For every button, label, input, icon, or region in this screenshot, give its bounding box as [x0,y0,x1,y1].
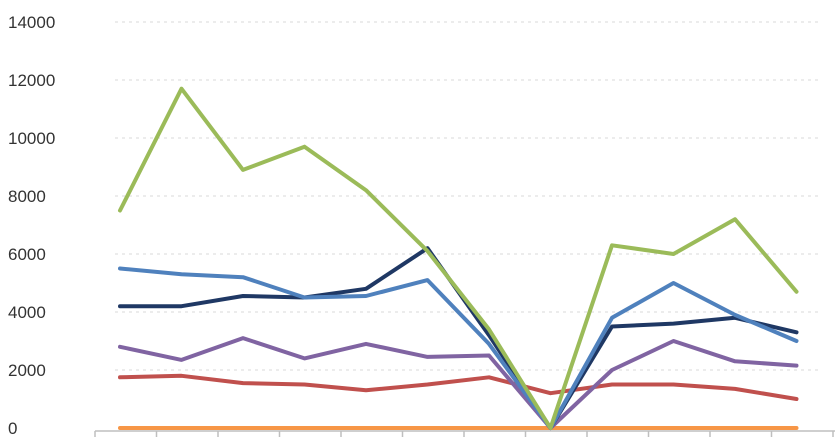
y-tick-label: 0 [8,419,17,437]
gridlines [115,21,820,371]
x-axis [94,430,835,437]
y-tick-label: 2000 [8,361,46,380]
series-lines [118,86,799,430]
y-tick-label: 8000 [8,187,46,206]
y-tick-label: 6000 [8,245,46,264]
series-line-4 [118,336,799,430]
y-axis-tick-labels: 0 2000 4000 6000 8000 10000 12000 14000 [8,13,55,437]
y-tick-label: 14000 [8,13,55,32]
y-tick-label: 10000 [8,129,55,148]
series-line-1 [118,86,799,430]
y-tick-label: 12000 [8,71,55,90]
series-line-5 [118,373,799,401]
y-tick-label: 4000 [8,303,46,322]
series-line-2 [118,266,799,430]
